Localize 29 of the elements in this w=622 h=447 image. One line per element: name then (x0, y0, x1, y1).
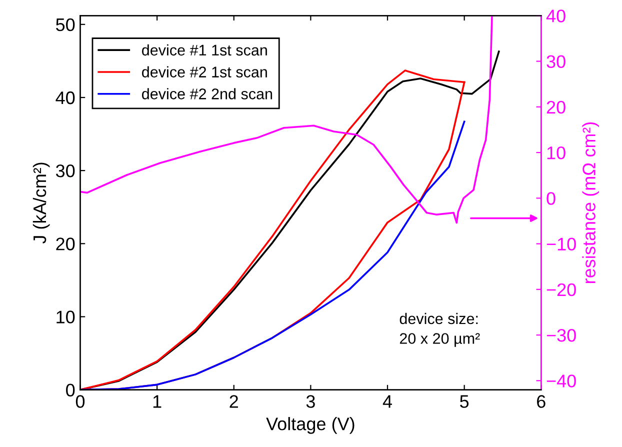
y2-tick-label: 30 (546, 55, 566, 68)
y2-tick-label: −40 (546, 374, 576, 388)
x-tick-label: 2 (230, 395, 238, 408)
y2-tick-label: −20 (546, 283, 576, 296)
y2-tick-label: −30 (546, 328, 576, 342)
annotation: device size: 20 x 20 µm² (400, 312, 480, 347)
x-tick-label: 6 (537, 395, 546, 408)
y-tick-label: 50 (56, 18, 75, 32)
x-tick-label: 4 (382, 395, 392, 408)
legend-label: device #2 2nd scan (142, 88, 272, 100)
y2-tick-label: −10 (546, 238, 576, 250)
x-tick-label: 3 (306, 395, 315, 408)
y2-tick-label: 20 (546, 100, 566, 114)
x-tick-label: 1 (153, 395, 162, 408)
y2-tick-label: 10 (547, 146, 566, 160)
legend-label: device #1 1st scan (142, 44, 267, 56)
x-tick-label: 0 (76, 395, 85, 408)
y2-tick-label: 0 (546, 192, 556, 205)
y-tick-label: 10 (56, 310, 75, 324)
y2-tick-label: 40 (546, 10, 566, 22)
y-tick-label: 40 (56, 91, 75, 104)
x-tick-label: 5 (460, 395, 469, 408)
y2-axis-title: resistance (mΩ cm²) (582, 122, 600, 283)
y-tick-label: 20 (56, 238, 75, 250)
y-tick-label: 0 (66, 384, 75, 397)
y-axis-title: J (kA/cm²) (32, 162, 50, 244)
y-tick-label: 30 (56, 164, 75, 178)
legend-label: device #2 1st scan (142, 66, 267, 78)
x-axis-title: Voltage (V) (266, 417, 354, 434)
